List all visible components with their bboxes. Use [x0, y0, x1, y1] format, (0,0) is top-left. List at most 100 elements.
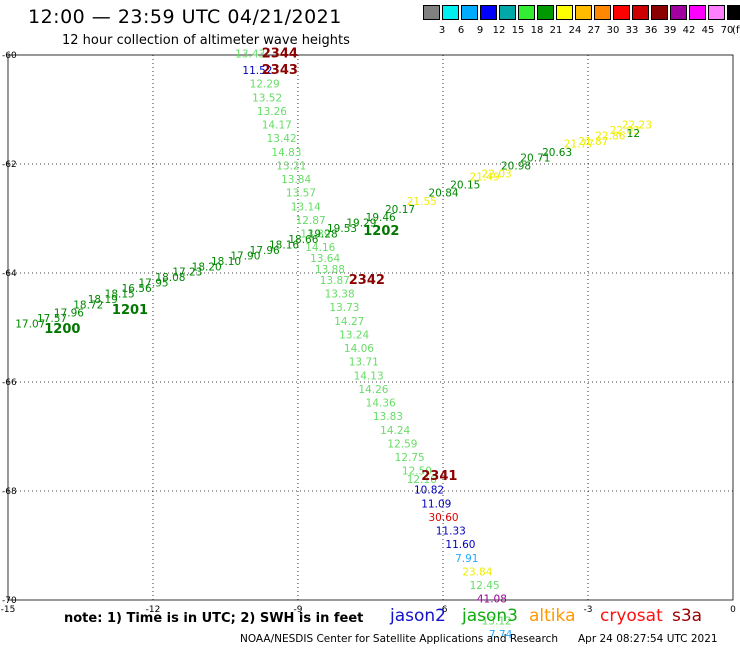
x-tick-label: -3 — [584, 605, 593, 615]
wave-height-label: 20.63 — [542, 147, 572, 159]
wave-height-label: 14.24 — [380, 425, 410, 437]
wave-height-label: 20.71 — [520, 152, 550, 164]
y-tick-label: -60 — [2, 51, 17, 61]
wave-height-label: 13.71 — [349, 357, 379, 369]
legend-swatch — [708, 5, 725, 20]
y-tick-label: -66 — [2, 378, 17, 388]
satellite-label-cryosat: cryosat — [600, 606, 663, 626]
x-tick-label: -9 — [294, 605, 303, 615]
wave-height-label: 13.83 — [373, 411, 403, 423]
pass-id-label: 2344 — [262, 47, 298, 62]
wave-height-label: 13.87 — [320, 275, 350, 287]
pass-id-label: 2343 — [262, 63, 298, 78]
x-tick-label: -12 — [146, 605, 161, 615]
wave-height-label: 17.23 — [172, 267, 202, 279]
pass-id-label: 1201 — [112, 303, 148, 318]
axis-ticks: -15 -12 -9 -6 -3 0 -60 -62 -64 -66 -68 -70 — [1, 51, 736, 615]
legend-label: 30 — [606, 25, 620, 36]
satellite-label-jason3: jason3 — [462, 606, 518, 626]
legend-label: 15 — [511, 25, 525, 36]
wave-height-label: 10.82 — [414, 485, 444, 497]
wave-height-label: 17.07 — [15, 319, 45, 331]
legend-swatch — [537, 5, 554, 20]
wave-height-label: 21.77 — [564, 139, 594, 151]
wave-height-label: 11.60 — [445, 539, 475, 551]
legend-swatch — [442, 5, 459, 20]
legend-label: 45 — [701, 25, 715, 36]
satellite-label-s3a: s3a — [672, 606, 703, 626]
wave-height-label: 20.98 — [501, 160, 531, 172]
legend-swatch — [423, 5, 440, 20]
legend-swatch — [632, 5, 649, 20]
pass-id-label: 1200 — [44, 322, 80, 337]
legend-label: 3 — [438, 25, 446, 36]
wave-height-label: 17.96 — [250, 245, 280, 257]
pass-id-label: 2341 — [421, 469, 457, 484]
wave-height-label: 18.08 — [155, 272, 185, 284]
y-tick-label: -62 — [2, 160, 17, 170]
wave-height-label: 20.84 — [429, 188, 459, 200]
wave-height-label: 41.08 — [477, 594, 507, 606]
wave-height-label: 20.15 — [450, 180, 480, 192]
wave-height-label: 11.33 — [436, 526, 466, 538]
y-tick-label: -70 — [2, 596, 17, 606]
wave-height-label: 18.10 — [211, 256, 241, 268]
wave-height-label: 17.57 — [37, 313, 67, 325]
wave-height-label: 14.83 — [271, 147, 301, 159]
legend-swatch — [613, 5, 630, 20]
wave-height-label: 22.23 — [622, 120, 652, 132]
wave-height-label: 13.26 — [257, 106, 287, 118]
wave-height-label: 14.16 — [305, 242, 335, 254]
wave-height-label: 12.16 — [407, 474, 437, 486]
wave-height-label: 13.64 — [310, 253, 340, 265]
wave-height-label: 12.87 — [296, 215, 326, 227]
wave-height-label: 13.88 — [315, 264, 345, 276]
wave-height-label: 13.89 — [300, 229, 330, 241]
wave-height-label: 13.12 — [482, 616, 512, 628]
legend-label: 6 — [457, 25, 465, 36]
satellite-label-altika: altika — [529, 606, 576, 626]
wave-height-label: 12.29 — [250, 79, 280, 91]
legend-label: 9 — [476, 25, 484, 36]
x-tick-label: -6 — [439, 605, 448, 615]
x-tick-label: -15 — [1, 605, 16, 615]
map-title: 12:00 — 23:59 UTC 04/21/2021 — [28, 6, 342, 28]
satellite-label-jason2: jason2 — [390, 606, 446, 626]
wave-height-label: 17.95 — [139, 278, 169, 290]
wave-height-label: 22.03 — [610, 125, 640, 137]
wave-height-label: 12.45 — [470, 580, 500, 592]
wave-height-label: 12 — [627, 128, 640, 140]
wave-height-label: 13.52 — [252, 92, 282, 104]
wave-height-label: 13.24 — [339, 329, 369, 341]
wave-height-label: 14.06 — [344, 343, 374, 355]
wave-height-label: 21.87 — [578, 136, 608, 148]
legend-label: 18 — [530, 25, 544, 36]
wave-height-label: 11.52 — [242, 65, 272, 77]
legend-unit: (ft) — [732, 25, 740, 36]
legend-label: 36 — [644, 25, 658, 36]
legend-label: 27 — [587, 25, 601, 36]
legend-swatch — [480, 5, 497, 20]
wave-height-label: 14.36 — [366, 398, 396, 410]
wave-height-label: 22.03 — [482, 169, 512, 181]
wave-height-label: 17.90 — [230, 250, 260, 262]
plot-border — [7, 54, 734, 601]
legend-swatch — [594, 5, 611, 20]
legend-label: 12 — [492, 25, 506, 36]
generated-timestamp: Apr 24 08:27:54 UTC 2021 — [578, 633, 718, 645]
wave-height-label: 18.16 — [269, 239, 299, 251]
wave-height-label: 13.21 — [276, 160, 306, 172]
legend-label: 21 — [549, 25, 563, 36]
wave-height-label: 14.27 — [334, 316, 364, 328]
legend-label: 39 — [663, 25, 677, 36]
wave-height-label: 18.20 — [192, 261, 222, 273]
x-tick-label: 0 — [730, 605, 736, 615]
wave-height-label: 14.17 — [262, 120, 292, 132]
wave-height-label: 16.56 — [122, 283, 152, 295]
wave-height-label: 18.19 — [88, 294, 118, 306]
wave-height-label: 18.66 — [288, 234, 318, 246]
wave-height-label: 21.49 — [470, 171, 500, 183]
